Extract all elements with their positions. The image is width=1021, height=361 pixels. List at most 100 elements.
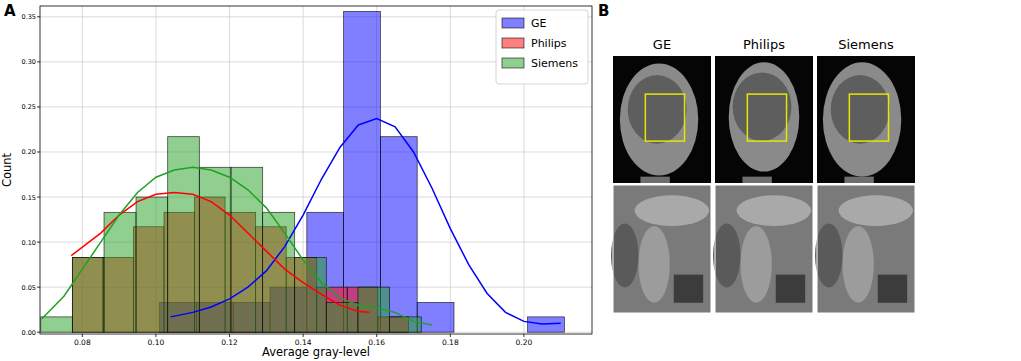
neck-shape bbox=[640, 177, 669, 183]
column-title: GE bbox=[653, 37, 671, 52]
corpus-callosum bbox=[635, 195, 709, 226]
neck-shape bbox=[844, 177, 873, 183]
histogram-bar bbox=[390, 317, 422, 332]
kde-curve bbox=[71, 193, 369, 313]
tick-label: 0.08 bbox=[74, 338, 91, 347]
image-border bbox=[817, 185, 915, 313]
legend-label: Siemens bbox=[531, 57, 578, 70]
legend-label: GE bbox=[531, 17, 547, 30]
tick-label: 0.15 bbox=[22, 194, 36, 202]
tick-mark bbox=[37, 106, 40, 107]
head-shape bbox=[823, 62, 901, 176]
roi-box bbox=[849, 94, 888, 141]
neck-shape bbox=[742, 177, 771, 183]
tick-mark bbox=[523, 334, 524, 337]
tick-label: 0.05 bbox=[22, 284, 36, 292]
tick-mark bbox=[376, 334, 377, 337]
tick-label: 0.12 bbox=[221, 338, 238, 347]
histogram-bar bbox=[231, 167, 263, 332]
histogram-bar bbox=[136, 197, 168, 332]
tick-mark bbox=[37, 61, 40, 62]
histogram-bar bbox=[326, 302, 358, 332]
histogram-bar bbox=[41, 317, 73, 332]
plot-background bbox=[40, 6, 592, 334]
histogram-bar bbox=[454, 332, 491, 333]
mri-column: Philips bbox=[713, 37, 813, 313]
cerebellum bbox=[713, 223, 740, 287]
legend-swatch bbox=[502, 38, 524, 48]
tick-label: 0.10 bbox=[148, 338, 165, 347]
tick-label: 0.18 bbox=[442, 338, 459, 347]
tick-mark bbox=[37, 16, 40, 17]
tick-label: 0.00 bbox=[22, 329, 36, 337]
histogram-bar bbox=[199, 167, 231, 332]
kde-curve bbox=[42, 167, 432, 325]
brainstem bbox=[740, 226, 771, 303]
tick-label: 0.20 bbox=[516, 338, 533, 347]
legend-label: Philips bbox=[531, 37, 567, 50]
column-title: Philips bbox=[743, 37, 785, 52]
tick-label: 0.25 bbox=[22, 103, 36, 111]
kde-curve bbox=[171, 119, 561, 324]
histogram-bar bbox=[417, 302, 454, 332]
brain-shape bbox=[628, 75, 687, 144]
histogram-bar bbox=[168, 137, 200, 333]
sinus-region bbox=[878, 275, 907, 303]
plot-data bbox=[41, 11, 565, 332]
cerebellum bbox=[815, 223, 842, 287]
tick-mark bbox=[37, 287, 40, 288]
brainstem bbox=[842, 226, 873, 303]
cerebellum bbox=[611, 223, 638, 287]
legend: GE Philips Siemens bbox=[496, 10, 588, 84]
panel-label: A bbox=[4, 2, 16, 20]
tick-label: 0.35 bbox=[22, 13, 36, 21]
grid-line bbox=[40, 151, 592, 152]
histogram-bars bbox=[41, 137, 422, 333]
sinus-region bbox=[776, 275, 805, 303]
tick-mark bbox=[37, 197, 40, 198]
axes: 0.080.100.120.140.160.180.200.000.050.10… bbox=[0, 13, 532, 359]
axis-label: Count bbox=[0, 152, 14, 187]
brainstem bbox=[638, 226, 669, 303]
roi-box bbox=[645, 94, 684, 141]
histogram-bar bbox=[491, 332, 528, 333]
mri-image bbox=[613, 56, 711, 183]
grid-line bbox=[40, 106, 592, 107]
histogram-bar bbox=[72, 257, 104, 332]
legend-swatch bbox=[502, 58, 524, 68]
figure: A0.080.100.120.140.160.180.200.000.050.1… bbox=[0, 0, 1021, 361]
grid bbox=[40, 6, 592, 334]
column-title: Siemens bbox=[838, 37, 894, 52]
tick-mark bbox=[229, 334, 230, 337]
image-border bbox=[715, 185, 813, 313]
mri-column: Siemens bbox=[815, 37, 915, 313]
grid-line bbox=[40, 197, 592, 198]
corpus-callosum bbox=[839, 195, 913, 226]
mri-image bbox=[817, 56, 915, 183]
tick-mark bbox=[155, 334, 156, 337]
brain-shape bbox=[733, 73, 792, 142]
tick-mark bbox=[303, 334, 304, 337]
tick-mark bbox=[450, 334, 451, 337]
roi-box bbox=[747, 94, 786, 141]
grid-line bbox=[450, 6, 451, 334]
tick-mark bbox=[82, 334, 83, 337]
tick-mark bbox=[37, 151, 40, 152]
corpus-callosum bbox=[737, 195, 811, 226]
mri-column: GE bbox=[611, 37, 711, 313]
plot-frame bbox=[40, 6, 592, 334]
histogram-bar bbox=[344, 11, 381, 332]
brain-shape bbox=[831, 75, 890, 144]
image-border bbox=[613, 185, 711, 313]
tick-label: 0.30 bbox=[22, 58, 36, 66]
axis-label: Average gray-level bbox=[262, 345, 370, 359]
legend-box bbox=[496, 10, 588, 84]
tick-label: 0.20 bbox=[22, 148, 36, 156]
legend-swatch bbox=[502, 18, 524, 28]
sinus-region bbox=[674, 275, 703, 303]
tick-label: 0.10 bbox=[22, 239, 36, 247]
histogram-bars bbox=[160, 11, 565, 332]
tick-mark bbox=[37, 332, 40, 333]
panel-label: B bbox=[598, 2, 609, 20]
head-shape bbox=[729, 62, 800, 171]
